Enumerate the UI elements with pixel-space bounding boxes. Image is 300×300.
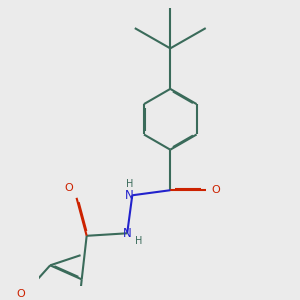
Text: H: H	[135, 236, 142, 246]
Text: N: N	[125, 189, 134, 202]
Text: N: N	[123, 227, 132, 240]
Text: O: O	[64, 183, 73, 193]
Text: O: O	[16, 289, 26, 298]
Text: H: H	[126, 179, 134, 189]
Text: O: O	[212, 185, 220, 195]
